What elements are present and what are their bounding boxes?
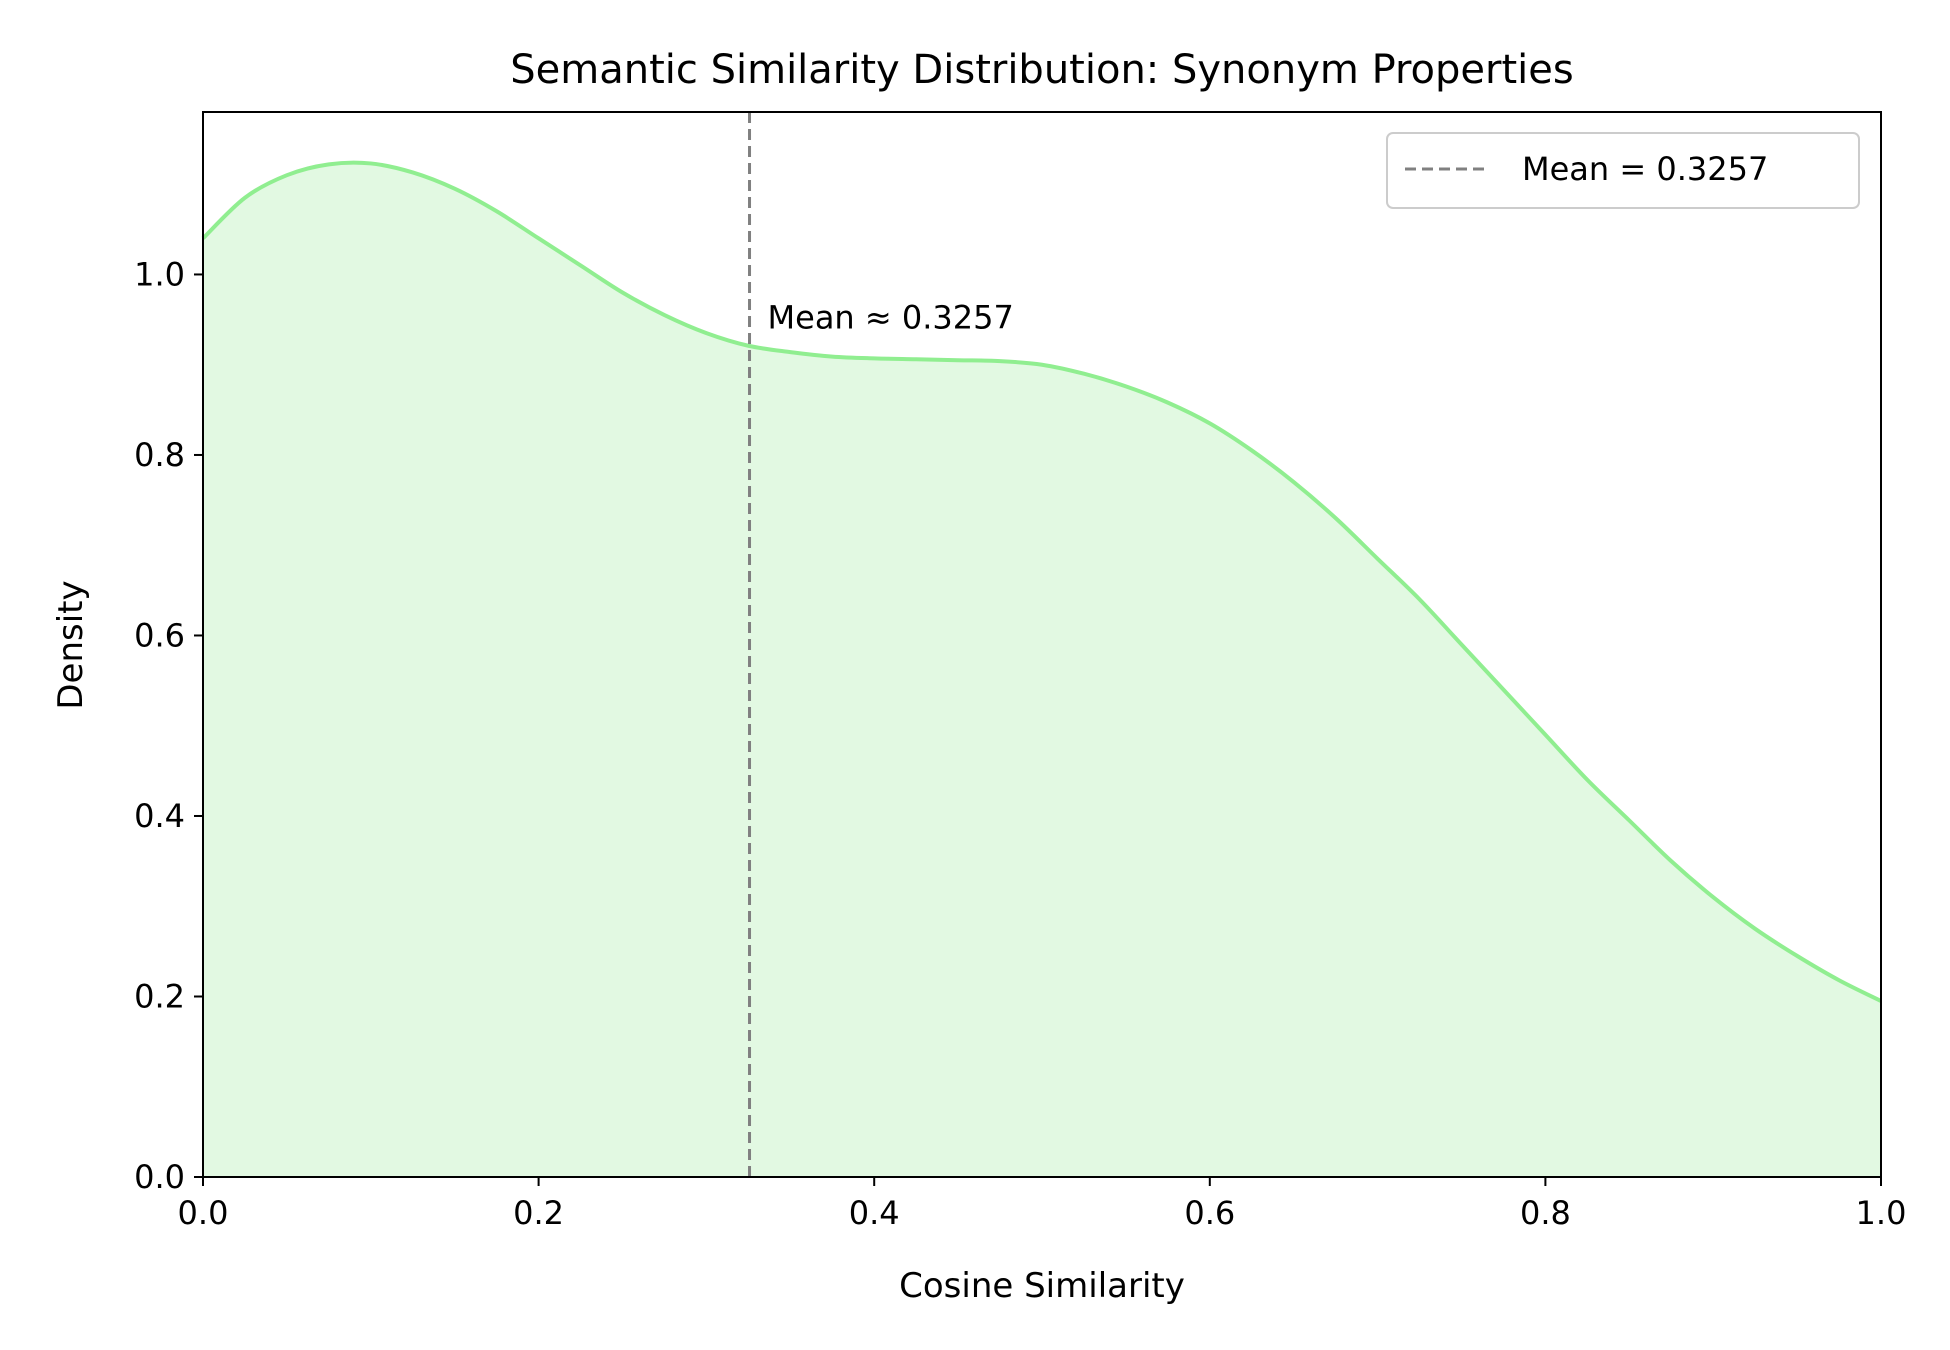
x-axis-ticks: 0.0 0.2 0.4 0.6 0.8 1.0 [178,1177,1907,1232]
y-tick-label: 1.0 [134,255,185,293]
mean-annotation: Mean ≈ 0.3257 [768,299,1014,337]
chart-title: Semantic Similarity Distribution: Synony… [510,47,1573,93]
density-area-fill [203,162,1881,1177]
x-tick-label: 0.6 [1184,1194,1235,1232]
density-curve [201,160,1882,1003]
legend-box [1386,132,1860,209]
y-axis-label: Density [51,580,91,709]
legend-mean-label: Mean = 0.3257 [1522,150,1768,188]
plot-area: Mean ≈ 0.3257 [201,112,1882,1177]
y-tick-label: 0.8 [134,436,185,474]
y-tick-label: 0.2 [134,977,185,1015]
y-axis-ticks: 0.0 0.2 0.4 0.6 0.8 1.0 [134,255,203,1196]
x-tick-label: 1.0 [1856,1194,1907,1232]
axes-frame [202,111,1882,1178]
y-tick-label: 0.4 [134,797,185,835]
x-tick-label: 0.8 [1520,1194,1571,1232]
x-axis-label: Cosine Similarity [899,1266,1185,1306]
y-tick-label: 0.0 [134,1158,185,1196]
x-tick-label: 0.0 [178,1194,229,1232]
legend: Mean = 0.3257 [1386,132,1860,209]
x-tick-label: 0.2 [513,1194,564,1232]
x-tick-label: 0.4 [849,1194,900,1232]
y-tick-label: 0.6 [134,616,185,654]
